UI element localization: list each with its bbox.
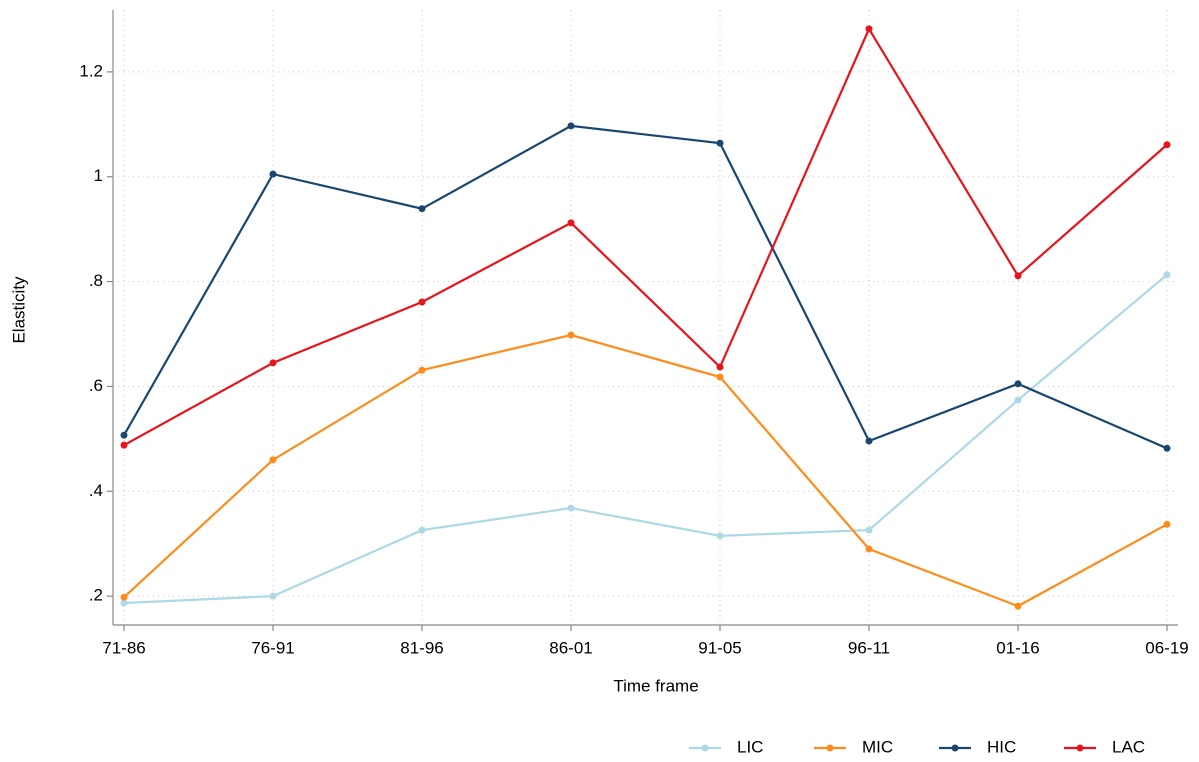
data-point — [1014, 272, 1022, 280]
data-point — [1163, 520, 1171, 528]
x-tick-label: 76-91 — [251, 638, 294, 657]
data-point — [716, 139, 724, 147]
data-point — [120, 441, 128, 449]
data-point — [865, 25, 873, 33]
y-tick-label: 1.2 — [79, 61, 103, 80]
legend-marker — [1076, 744, 1084, 752]
data-point — [269, 456, 277, 464]
y-tick-label: .2 — [89, 586, 103, 605]
data-point — [865, 526, 873, 534]
data-point — [1014, 380, 1022, 388]
data-point — [1014, 396, 1022, 404]
y-tick-label: 1 — [94, 166, 103, 185]
legend-label: HIC — [987, 737, 1016, 756]
x-axis-title: Time frame — [613, 676, 698, 695]
data-point — [269, 170, 277, 178]
data-point — [1163, 271, 1171, 279]
y-tick-label: .8 — [89, 271, 103, 290]
data-point — [418, 205, 426, 213]
data-point — [120, 593, 128, 601]
legend-marker — [701, 744, 709, 752]
data-point — [120, 599, 128, 607]
y-tick-label: .4 — [89, 481, 103, 500]
data-point — [269, 592, 277, 600]
data-point — [865, 545, 873, 553]
series-line — [123, 333, 1168, 608]
data-point — [716, 363, 724, 371]
data-point — [567, 122, 575, 130]
data-point — [567, 219, 575, 227]
data-point — [120, 431, 128, 439]
x-tick-label: 01-16 — [996, 638, 1039, 657]
legend-label: MIC — [862, 737, 893, 756]
series-line — [123, 26, 1168, 447]
data-point — [567, 331, 575, 339]
series-line — [123, 124, 1168, 450]
x-tick-label: 91-05 — [698, 638, 741, 657]
x-tick-label: 86-01 — [549, 638, 592, 657]
data-point — [1163, 444, 1171, 452]
legend-label: LIC — [737, 737, 763, 756]
x-tick-label: 06-19 — [1145, 638, 1188, 657]
data-point — [1163, 141, 1171, 149]
legend-label: LAC — [1112, 737, 1145, 756]
y-axis-title: Elasticity — [9, 276, 28, 344]
x-tick-label: 96-11 — [848, 638, 890, 657]
data-point — [716, 373, 724, 381]
legend-marker — [826, 744, 834, 752]
data-point — [418, 526, 426, 534]
data-point — [418, 298, 426, 306]
legend-marker — [951, 744, 959, 752]
data-point — [716, 532, 724, 540]
x-tick-label: 81-96 — [400, 638, 443, 657]
data-point — [269, 359, 277, 367]
data-point — [1014, 602, 1022, 610]
data-point — [865, 437, 873, 445]
x-tick-label: 71-86 — [102, 638, 145, 657]
data-point — [567, 504, 575, 512]
series-line — [123, 273, 1168, 605]
y-tick-label: .6 — [89, 376, 103, 395]
data-point — [418, 366, 426, 374]
